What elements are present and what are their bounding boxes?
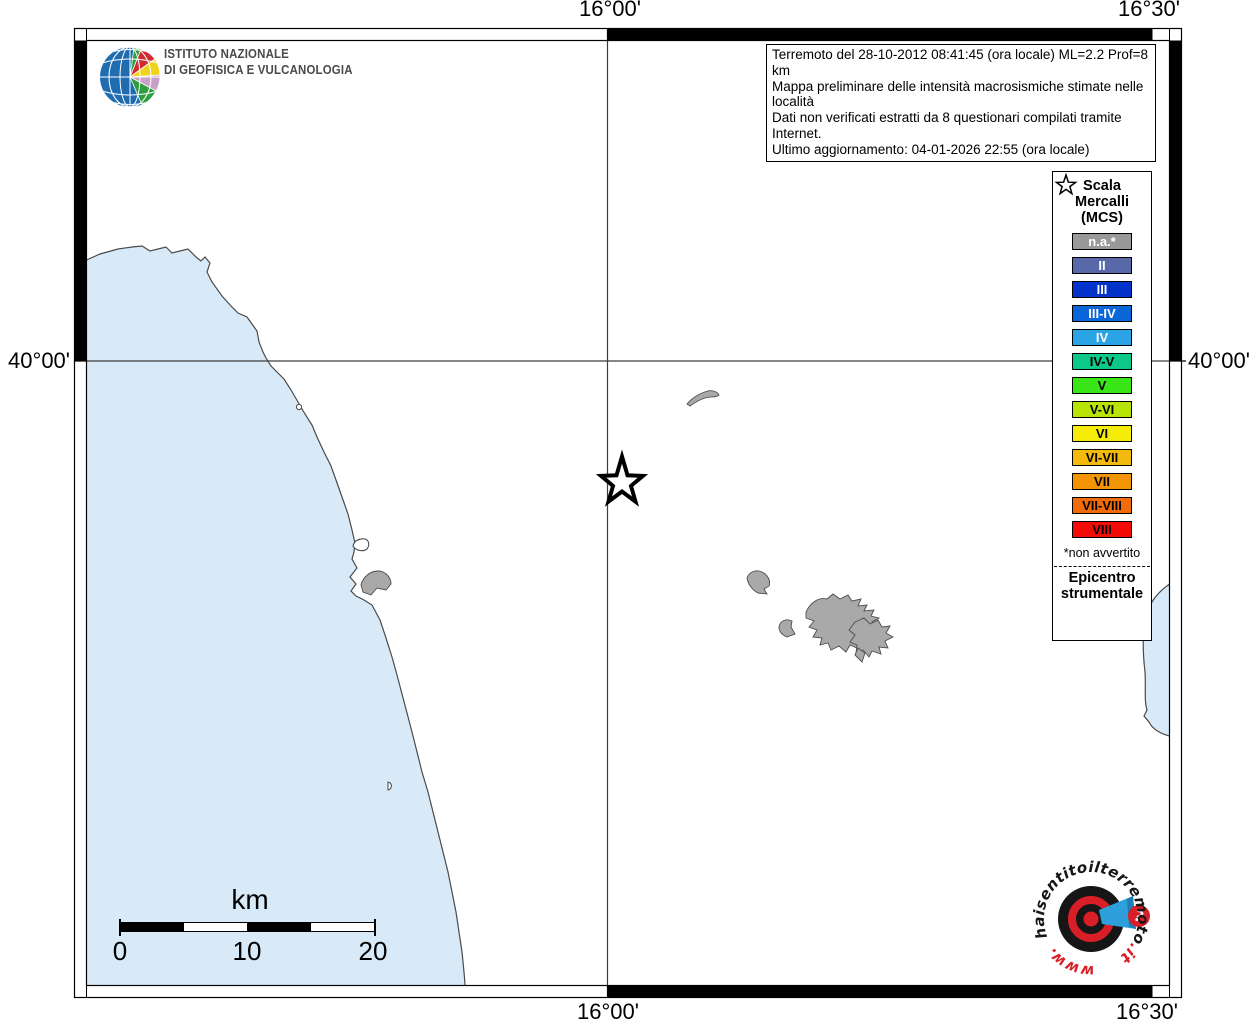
lake [778,619,796,638]
scale-segment [310,923,374,931]
watermark-megaphone-icon [1099,896,1136,929]
scale-segment [120,923,184,931]
island [352,538,370,552]
frame-bar-bottom [607,985,1152,998]
map-scale-bar: km 0 10 20 [105,884,395,967]
watermark-bullseye-center [1083,911,1099,927]
ingv-name-line1: ISTITUTO NAZIONALE [164,46,289,61]
watermark-question-badge [1128,905,1150,927]
scale-tick-labels: 0 10 20 [105,936,395,966]
legend-swatch-iv: IV [1072,328,1132,346]
legend-swatch-na: n.a.* [1072,232,1132,250]
island [295,403,303,411]
ingv-globe-icon [100,46,160,108]
scale-unit-label: km [231,884,269,915]
lat-label-right-40-00: 40°00' [1188,348,1250,373]
epicenter-star [595,449,649,507]
legend-swatch-iv-v: IV-V [1072,352,1132,370]
lake [686,390,720,407]
map-frame-outer [73,27,1183,999]
lon-label-bottom-16-30: 16°30' [1116,999,1178,1024]
legend-title-line: Scala [1083,178,1121,194]
lakes [360,390,894,663]
legend-swatch-v-vi: V-VI [1072,400,1132,418]
lon-label-top-16-00: 16°00' [579,0,641,21]
lat-label-left-40-00: 40°00' [8,348,70,373]
coastline [86,245,466,986]
legend-swatch-vii: VII [1072,472,1132,490]
event-info-line3: Dati non verificati estratti da 8 questi… [772,110,1122,141]
legend-epicenter-label-line1: Epicentro [1068,570,1136,586]
scale-end-tick [119,919,121,936]
map-frame-inner [85,39,1171,987]
event-info-box: Terremoto del 28-10-2012 08:41:45 (ora l… [766,44,1156,162]
scale-end-tick [374,919,376,936]
lake [746,570,771,595]
lake [848,617,894,658]
legend-title-line: (MCS) [1081,210,1123,226]
mercalli-legend: Scala Mercalli (MCS) n.a.* II III III-IV… [1052,171,1152,641]
legend-swatch-iii-iv: III-IV [1072,304,1132,322]
scale-tick-20: 20 [358,936,388,966]
sea [86,246,466,986]
frame-bar-left [74,40,87,361]
lon-label-bottom-16-00: 16°00' [577,999,639,1024]
scale-tick-10: 10 [232,936,262,966]
legend-swatch-vii-viii: VII-VIII [1072,496,1132,514]
legend-title-line: Mercalli [1075,194,1129,210]
frame-bar-right [1169,40,1182,361]
scale-segment [183,923,248,931]
legend-swatch-vi: VI [1072,424,1132,442]
ingv-logo: ISTITUTO NAZIONALE DI GEOFISICA E VULCAN… [98,46,378,108]
legend-footnote: *non avvertito [1063,546,1141,560]
legend-swatch-ii: II [1072,256,1132,274]
lake [360,570,392,596]
ingv-name-line2: DI GEOFISICA E VULCANOLOGIA [164,62,353,77]
legend-swatch-iii: III [1072,280,1132,298]
event-info-line1: Terremoto del 28-10-2012 08:41:45 (ora l… [772,47,1148,78]
event-info-line4: Ultimo aggiornamento: 04-01-2026 22:55 (… [772,141,1090,157]
legend-swatch-v: V [1072,376,1132,394]
event-info-line2: Mappa preliminare delle intensità macros… [772,78,1144,110]
ingv-name: ISTITUTO NAZIONALE DI GEOFISICA E VULCAN… [164,46,353,78]
scale-tick-0: 0 [112,936,128,966]
legend-epicenter-label-line2: strumentale [1060,585,1144,602]
legend-title: Scala Mercalli (MCS) [1053,178,1151,226]
star-icon [1054,172,1078,196]
scale-bar-segments [119,919,376,936]
scale-segment [247,923,311,931]
frame-bar-top [607,28,1152,41]
lon-label-top-16-30: 16°30' [1118,0,1180,21]
watermark-logo: ? haisentitoilterremoto.it www. [1030,858,1152,980]
legend-divider [1054,566,1150,567]
legend-swatch-viii: VIII [1072,520,1132,538]
island [387,781,392,791]
lake [854,647,866,663]
legend-swatch-vi-vii: VI-VII [1072,448,1132,466]
